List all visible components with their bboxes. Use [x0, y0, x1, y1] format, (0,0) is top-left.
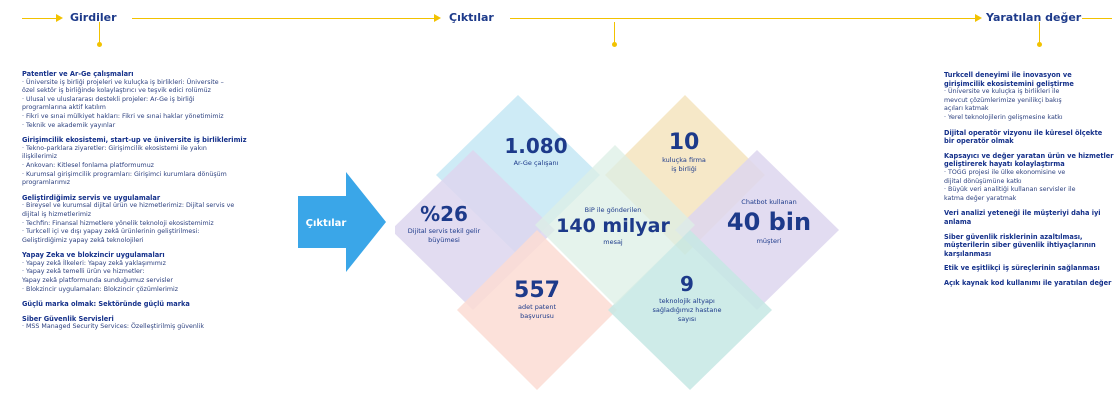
list-item: · Fikri ve sınai mülkiyet hakları: Fikri… [22, 112, 224, 120]
value-section: Kapsayıcı ve değer yaratan ürün ve hizme… [944, 152, 1114, 204]
list-item: · Üniversite iş birliği projeleri ve kul… [22, 78, 224, 86]
list-item: Geliştirdiğimiz yapay zekâ teknolojileri [22, 236, 144, 244]
list-item: · MSS Managed Security Services: Özelleş… [22, 323, 204, 331]
value-section: Turkcell deneyimi ile inovasyon ve giriş… [944, 71, 1114, 123]
hospital-label-3: sayısı [678, 315, 696, 323]
list-item: · Büyük veri analitiği kullanan servisle… [944, 186, 1076, 194]
list-item: dijital iş hizmetlerimiz [22, 210, 92, 218]
list-item: · Yerel teknolojilerin gelişmesine katkı [944, 113, 1063, 121]
incubation-label-1: kuluçka firma [662, 156, 706, 164]
list-item: · Yapay zekâ temelli ürün ve hizmetler: [22, 268, 145, 276]
inputs-column: Patentler ve Ar-Ge çalışmaları · Ünivers… [22, 70, 282, 338]
list-item: programlarına aktif katılım [22, 104, 106, 112]
rd-employees-label: Ar-Ge çalışanı [514, 159, 559, 167]
list-item: dijital dönüşümüne katkı [944, 177, 1022, 185]
list-item: katma değer yaratmak [944, 194, 1017, 202]
list-item: · Yapay zekâ İlkeleri: Yapay zekâ yaklaş… [22, 259, 166, 267]
list-item: Yapay zekâ platformunda sunduğumuz servi… [22, 277, 173, 285]
section-title: Patentler ve Ar-Ge çalışmaları [22, 70, 134, 78]
cell-bottom-left-bg [457, 230, 617, 390]
list-item: mevcut çözümlerimize yenilikçi bakış [944, 96, 1062, 104]
connector-dot [1037, 42, 1042, 47]
section-title: Güçlü marka olmak: Sektöründe güçlü mark… [22, 300, 190, 309]
section-title: Geliştirdiğimiz servis ve uygulamalar [22, 193, 161, 202]
hospital-value: 9 [680, 272, 694, 296]
connector-dot [97, 42, 102, 47]
list-item: · Kurumsal girişimcilik programları: Gir… [22, 170, 227, 178]
chatbot-label-top: Chatbot kullanan [741, 198, 796, 206]
value-section: Dijital operatör vizyonu ile küresel ölç… [944, 129, 1114, 146]
patent-label-1: adet patent [518, 303, 556, 311]
outputs-diagram: 1.080 Ar-Ge çalışanı 10 kuluçka firma iş… [391, 75, 845, 399]
incubation-value: 10 [669, 130, 700, 155]
cell-center-bg [535, 145, 695, 305]
bip-value: 140 milyar [556, 215, 670, 237]
patent-label-2: başvurusu [520, 312, 554, 320]
patent-value: 557 [514, 278, 560, 303]
value-section: Açık kaynak kod kullanımı ile yaratılan … [944, 279, 1114, 288]
list-item: özel sektör iş birliğinde kolaylaştırıcı… [22, 87, 211, 95]
input-section: Yapay Zeka ve blokzincir uygulamaları · … [22, 251, 282, 294]
arrow-label: Çıktılar [306, 218, 347, 229]
input-section: Güçlü marka olmak: Sektöründe güçlü mark… [22, 300, 282, 309]
list-item: programlarımız [22, 179, 71, 187]
value-section: Siber güvenlik risklerinin azaltılması, … [944, 233, 1114, 259]
outputs-arrow: Çıktılar [298, 172, 386, 276]
section-title: Dijital operatör vizyonu ile küresel ölç… [944, 128, 1103, 146]
list-item: · Ankovan: Kitlesel fonlama platformumuz [22, 161, 154, 169]
input-section: Patentler ve Ar-Ge çalışmaları · Ünivers… [22, 70, 282, 130]
digital-growth-label-2: büyümesi [428, 236, 460, 244]
bip-label-bottom: mesaj [603, 238, 623, 246]
value-created-column: Turkcell deneyimi ile inovasyon ve giriş… [944, 71, 1114, 293]
section-title: Siber Güvenlik Servisleri [22, 314, 114, 323]
section-title: Kapsayıcı ve değer yaratan ürün ve hizme… [944, 151, 1114, 169]
flow-label-outputs: Çıktılar [449, 11, 494, 24]
flow-label-inputs: Girdiler [70, 11, 117, 24]
list-item: · Turkcell içi ve dışı yapay zekâ ürünle… [22, 228, 200, 236]
section-title: Girişimcilik ekosistemi, start-up ve üni… [22, 136, 247, 145]
digital-growth-value: %26 [420, 202, 468, 226]
list-item: · Tekno-parklara ziyaretler: Girişimcili… [22, 144, 207, 152]
input-section: Girişimcilik ekosistemi, start-up ve üni… [22, 136, 282, 188]
value-section: Veri analizi yeteneği ile müşteriyi daha… [944, 209, 1114, 226]
list-item: · Üniversite ve kuluçka iş birlikleri il… [944, 88, 1060, 96]
rd-employees-value: 1.080 [504, 134, 567, 158]
section-title: Siber güvenlik risklerinin azaltılması, … [944, 232, 1096, 258]
input-section: Geliştirdiğimiz servis ve uygulamalar · … [22, 194, 282, 246]
section-title: Veri analizi yeteneği ile müşteriyi daha… [944, 209, 1101, 226]
value-section: Etik ve eşitlikçi iş süreçlerinin sağlan… [944, 264, 1114, 273]
list-item: · Techfin: Finansal hizmetlere yönelik t… [22, 219, 214, 227]
connector-dot [612, 42, 617, 47]
arrow-shape [298, 172, 386, 272]
list-item: · TOGG projesi ile ülke ekonomisine ve [944, 168, 1066, 176]
incubation-label-2: iş birliği [671, 165, 697, 173]
flow-label-value-created: Yaratılan değer [986, 11, 1082, 24]
input-section: Siber Güvenlik Servisleri · MSS Managed … [22, 315, 282, 332]
list-item: açıları katmak [944, 105, 989, 113]
hospital-label-1: teknolojik altyapı [659, 297, 715, 305]
chatbot-value: 40 bin [727, 208, 811, 236]
section-title: Turkcell deneyimi ile inovasyon ve giriş… [944, 71, 1074, 88]
list-item: · Blokzincir uygulamaları: Blokzincir çö… [22, 285, 179, 293]
list-item: · Bireysel ve kurumsal dijital ürün ve h… [22, 202, 235, 210]
chatbot-label-bottom: müşteri [757, 237, 782, 245]
section-title: Açık kaynak kod kullanımı ile yaratılan … [944, 278, 1112, 287]
hospital-label-2: sağladığımız hastane [653, 306, 722, 314]
list-item: · Teknik ve akademik yayınlar [22, 121, 116, 129]
digital-growth-label-1: Dijital servis tekil gelir [408, 227, 481, 235]
list-item: ilişkilerimiz [22, 153, 58, 161]
section-title: Etik ve eşitlikçi iş süreçlerinin sağlan… [944, 264, 1100, 273]
bip-label-top: BiP ile gönderilen [585, 206, 642, 214]
section-title: Yapay Zeka ve blokzincir uygulamaları [22, 251, 165, 260]
list-item: · Ulusal ve uluslararası destekli projel… [22, 95, 195, 103]
